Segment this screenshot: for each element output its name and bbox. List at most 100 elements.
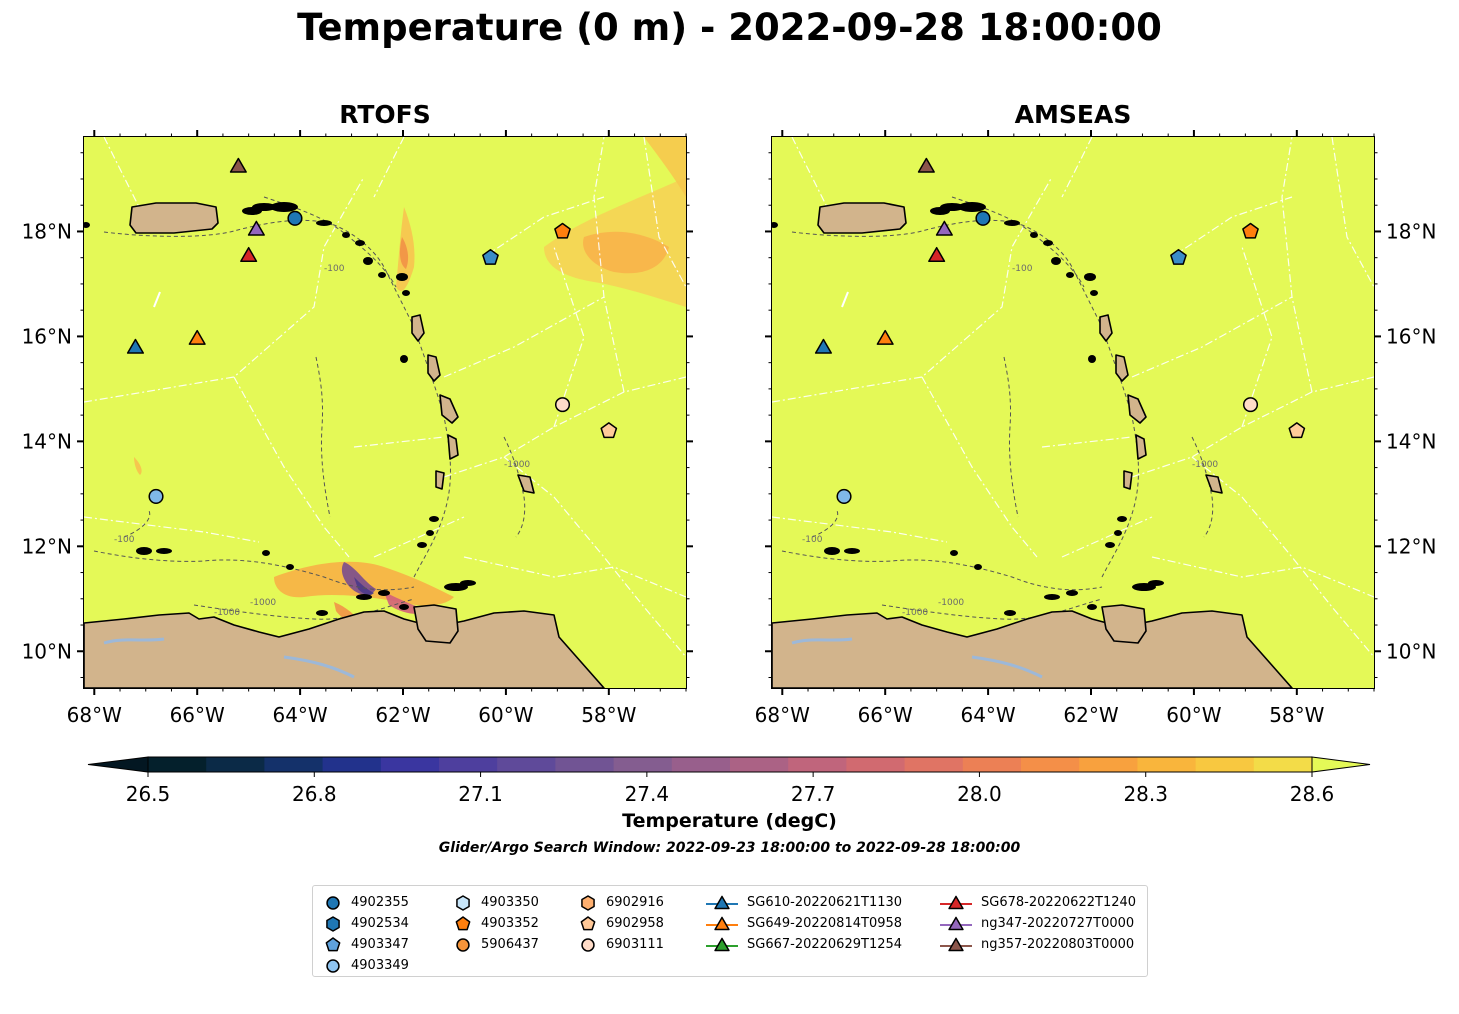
legend-circle-icon [456, 937, 470, 952]
legend-item-label: SG649-20220814T0958 [747, 916, 903, 931]
legend-item-label: 5906437 [481, 937, 539, 952]
legend-triangle-icon [714, 937, 730, 951]
legend-item-label: ng347-20220727T0000 [981, 916, 1135, 931]
x-tick-label: 64°W [960, 703, 1015, 727]
island [356, 594, 372, 600]
island [402, 290, 410, 296]
y-tick-label: 18°N [1386, 219, 1436, 243]
contour-label: -1000 [214, 608, 240, 618]
island [136, 547, 152, 555]
glider-track [153, 291, 161, 308]
island [378, 590, 390, 596]
legend-marker-icon [940, 937, 972, 951]
colorbar-bin [1253, 757, 1313, 772]
colorbar-extend-low [87, 756, 149, 773]
legend-item-label: 6902916 [606, 895, 664, 910]
x-tick-label: 64°W [272, 703, 327, 727]
search-window-caption: Glider/Argo Search Window: 2022-09-23 18… [438, 840, 1021, 856]
colorbar-bin [380, 757, 440, 772]
legend-item: 4903349 [323, 955, 409, 976]
island [1090, 290, 1098, 296]
colorbar-bin [730, 757, 789, 772]
legend-hexagon-icon [326, 915, 340, 932]
legend-item: SG667-20220629T1254 [705, 934, 902, 955]
obs-marker-4903352 [554, 222, 571, 239]
glider-track [841, 291, 849, 308]
legend-marker-icon [326, 895, 340, 910]
colorbar-bin [439, 757, 498, 772]
obs-marker-4903349 [836, 488, 852, 505]
legend-marker-icon [456, 894, 470, 911]
island [1084, 273, 1096, 281]
river [103, 637, 355, 679]
legend-column: 4903350 4903352 5906437 [453, 892, 539, 955]
x-tick-label: 60°W [478, 703, 533, 727]
map-panel-amseas: -1000 -1000 -100 -100 -1000 [771, 136, 1375, 689]
panel-title-amseas: AMSEAS [1014, 100, 1132, 129]
island [460, 580, 476, 586]
colorbar-bin [1021, 757, 1080, 772]
obs-marker-sg678-20220622t1240 [928, 246, 946, 262]
colorbar-bin [1137, 757, 1197, 772]
legend-circle-icon [326, 958, 340, 973]
legend-triangle-icon [714, 895, 730, 909]
island [355, 240, 365, 246]
y-tick-label: 16°N [1386, 324, 1436, 348]
colorbar-bin [555, 757, 615, 772]
legend-item: SG678-20220622T1240 [939, 892, 1136, 913]
colorbar-bin [1079, 757, 1138, 772]
observation-markers [814, 157, 1306, 505]
colorbar-bin [846, 757, 906, 772]
colorbar-bin [1195, 757, 1255, 772]
legend-pentagon-icon [580, 915, 596, 930]
colorbar-tick-label: 27.1 [458, 782, 503, 806]
legend-marker-icon [581, 937, 595, 952]
legend-item: 4903352 [453, 913, 539, 934]
island [1004, 220, 1020, 226]
colorbar-bin [962, 757, 1022, 772]
legend-item: SG610-20220621T1130 [705, 892, 902, 913]
colorbar-bin [497, 757, 556, 772]
island [958, 202, 986, 212]
obs-marker-sg649-20220814t0958 [188, 329, 206, 345]
legend-item-label: 4902534 [351, 916, 409, 931]
obs-marker-sg678-20220622t1240 [240, 246, 258, 262]
eez-boundaries [84, 137, 686, 658]
legend-marker-icon [325, 936, 341, 951]
colorbar-label: Temperature (degC) [622, 810, 837, 832]
island [1044, 594, 1060, 600]
legend-marker-icon [326, 915, 340, 932]
legend-marker-icon [706, 937, 738, 951]
island [426, 530, 434, 536]
legend-item: 4902355 [323, 892, 409, 913]
river [791, 637, 1043, 679]
legend-marker-icon [940, 895, 972, 909]
island [363, 257, 373, 265]
y-tick-label: 14°N [22, 429, 72, 453]
legend: 4902355 4902534 4903347 4903349 4903350 49033… [312, 885, 1148, 977]
colorbar-bin [671, 757, 731, 772]
legend-item: 6902916 [578, 892, 664, 913]
colorbar-bin [788, 757, 847, 772]
island [1114, 530, 1122, 536]
obs-marker-4902355 [975, 210, 991, 226]
island [824, 547, 840, 555]
legend-item-label: ng357-20220803T0000 [981, 937, 1135, 952]
legend-item: 6902958 [578, 913, 664, 934]
legend-marker-icon [580, 915, 596, 930]
colorbar-tick-label: 27.7 [791, 782, 836, 806]
obs-marker-4903347 [1170, 248, 1187, 265]
island [974, 564, 982, 570]
land-masses [772, 202, 1293, 688]
legend-item: 4903350 [453, 892, 539, 913]
x-tick-label: 60°W [1166, 703, 1221, 727]
obs-marker-4903347 [482, 248, 499, 265]
obs-marker-4903349 [148, 488, 164, 505]
map-panel-rtofs: -1000 -1000 -100 -100 -1000 [83, 136, 687, 689]
colorbar-tick-label: 28.3 [1123, 782, 1168, 806]
obs-marker-6902958 [1288, 422, 1306, 439]
legend-column: 4902355 4902534 4903347 4903349 [323, 892, 409, 976]
colorbar-tick-label: 27.4 [625, 782, 670, 806]
legend-marker-icon [456, 937, 470, 952]
